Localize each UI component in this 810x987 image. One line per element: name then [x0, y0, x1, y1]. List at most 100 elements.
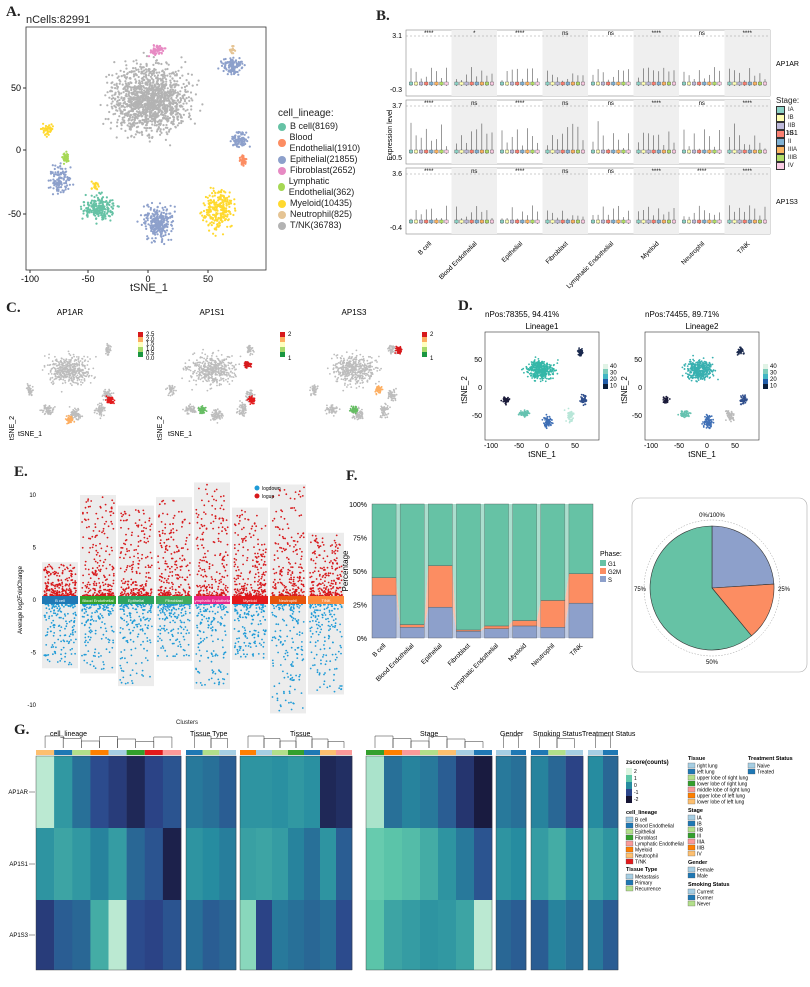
cell-point	[342, 357, 345, 360]
cell-point	[387, 412, 390, 415]
cell-point	[186, 368, 189, 370]
expr-point	[201, 407, 203, 410]
cell-point	[706, 426, 709, 428]
cell-point	[241, 401, 244, 404]
cell-point	[688, 415, 690, 418]
violin-box	[596, 219, 601, 224]
cell-point	[547, 378, 550, 380]
cell-point	[543, 363, 546, 365]
cell-point	[707, 422, 709, 425]
logup-point	[50, 583, 53, 586]
cell-point	[345, 351, 348, 354]
cell-point	[204, 378, 206, 380]
cell-point	[366, 381, 369, 383]
cell-point	[692, 373, 695, 376]
cell-point	[246, 390, 249, 393]
violin-box	[737, 219, 742, 224]
violin-box	[596, 149, 601, 154]
cell-point	[389, 346, 391, 349]
colorbar-label: 2.0	[146, 337, 155, 343]
cell-point	[220, 415, 223, 418]
stage-label: IB	[788, 115, 794, 121]
cell-point	[341, 355, 343, 357]
cell-point	[104, 388, 107, 391]
cell-point	[700, 376, 702, 379]
cell-point	[168, 392, 171, 395]
cell-point	[549, 377, 552, 379]
cell-point	[105, 348, 107, 351]
logdown-point	[60, 657, 63, 660]
panel-a-legend: cell_lineage: B cell(8169) Blood Endothel…	[278, 108, 380, 231]
cell-point	[358, 363, 360, 365]
cell-point	[310, 393, 313, 395]
violin-box	[692, 149, 697, 154]
cell-point	[49, 363, 52, 366]
significance-label: ns	[562, 31, 568, 37]
expr-point	[397, 352, 400, 354]
cell-point	[229, 362, 232, 365]
cell-point	[219, 372, 222, 374]
cell-point	[213, 367, 216, 369]
violin-box	[570, 81, 575, 86]
cell-point	[56, 371, 59, 374]
cell-point	[699, 375, 701, 378]
cell-point	[391, 348, 393, 351]
cell-point	[247, 351, 249, 354]
cell-point	[541, 378, 543, 380]
logup-point	[65, 588, 68, 590]
logup-point	[64, 584, 67, 587]
logup-point	[50, 582, 53, 585]
cell-point	[329, 406, 331, 409]
cell-point	[364, 369, 367, 372]
logup-point	[70, 572, 73, 575]
cell-point	[710, 421, 713, 423]
cell-point	[108, 349, 111, 351]
significance-label: ns	[608, 101, 614, 107]
cell-point	[687, 363, 690, 366]
cell-point	[65, 365, 68, 368]
cell-point	[339, 371, 342, 374]
violin-box	[515, 219, 520, 224]
cell-point	[190, 405, 193, 408]
cell-point	[185, 369, 188, 371]
violin-box	[575, 149, 580, 154]
logup-point	[44, 582, 47, 584]
cell-point	[57, 370, 60, 372]
cell-point	[390, 345, 393, 348]
cell-point	[351, 369, 354, 372]
cell-point	[368, 377, 371, 380]
cell-point	[683, 368, 686, 370]
cell-point	[70, 368, 72, 371]
y-tick-label: 0	[16, 145, 21, 155]
logdown-point	[56, 613, 59, 615]
cell-point	[227, 361, 230, 364]
colorbar-segment	[280, 332, 285, 337]
cell-point	[361, 364, 364, 367]
cell-point	[313, 386, 316, 389]
cell-point	[358, 359, 360, 362]
cell-point	[27, 386, 30, 388]
cell-point	[215, 413, 218, 416]
cell-point	[200, 374, 203, 377]
colorbar-segment	[603, 374, 608, 379]
cell-point	[78, 364, 81, 367]
legend-item: Lymphatic Endothelial(362)	[278, 176, 380, 198]
stage-swatch	[776, 114, 785, 122]
cell-point	[546, 363, 548, 366]
cell-point	[83, 355, 85, 358]
cell-point	[311, 385, 314, 388]
cell-point	[369, 366, 372, 368]
feature-title: AP1S3	[342, 308, 367, 317]
violin-box	[651, 81, 656, 86]
cell-point	[686, 410, 689, 413]
y-min-label: -0.4	[390, 225, 402, 232]
cell-point	[523, 371, 525, 374]
cell-point	[75, 418, 78, 420]
colorbar-segment	[422, 332, 427, 337]
violin-box	[601, 149, 606, 154]
cell-point	[239, 404, 242, 407]
cell-point	[325, 412, 328, 415]
legend-label: Fibroblast(2652)	[290, 165, 356, 175]
cell-point	[690, 371, 692, 374]
expr-point	[244, 366, 247, 369]
